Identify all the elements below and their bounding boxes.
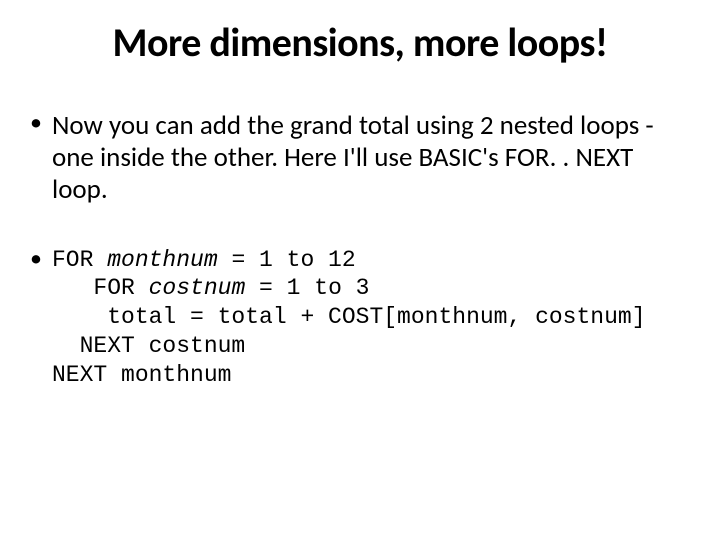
code-line-5: NEXT monthnum: [52, 362, 231, 388]
code-var-monthnum: monthnum: [107, 247, 217, 273]
code-line-4: NEXT costnum: [52, 333, 245, 359]
code-line-1: FOR monthnum = 1 to 12: [52, 247, 356, 273]
intro-text: Now you can add the grand total using 2 …: [52, 110, 690, 206]
bullet-item-code: FOR monthnum = 1 to 12 FOR costnum = 1 t…: [30, 246, 690, 390]
slide: { "slide": { "title": "More dimensions, …: [0, 0, 720, 540]
bullet-item-intro: Now you can add the grand total using 2 …: [30, 110, 690, 206]
code-line-2: FOR costnum = 1 to 3: [52, 275, 369, 301]
code-line-3: total = total + COST[monthnum, costnum]: [52, 304, 646, 330]
slide-body: Now you can add the grand total using 2 …: [30, 110, 690, 429]
slide-title: More dimensions, more loops!: [0, 18, 720, 67]
code-block: FOR monthnum = 1 to 12 FOR costnum = 1 t…: [52, 246, 690, 390]
code-var-costnum: costnum: [149, 275, 246, 301]
bullet-list: Now you can add the grand total using 2 …: [30, 110, 690, 389]
